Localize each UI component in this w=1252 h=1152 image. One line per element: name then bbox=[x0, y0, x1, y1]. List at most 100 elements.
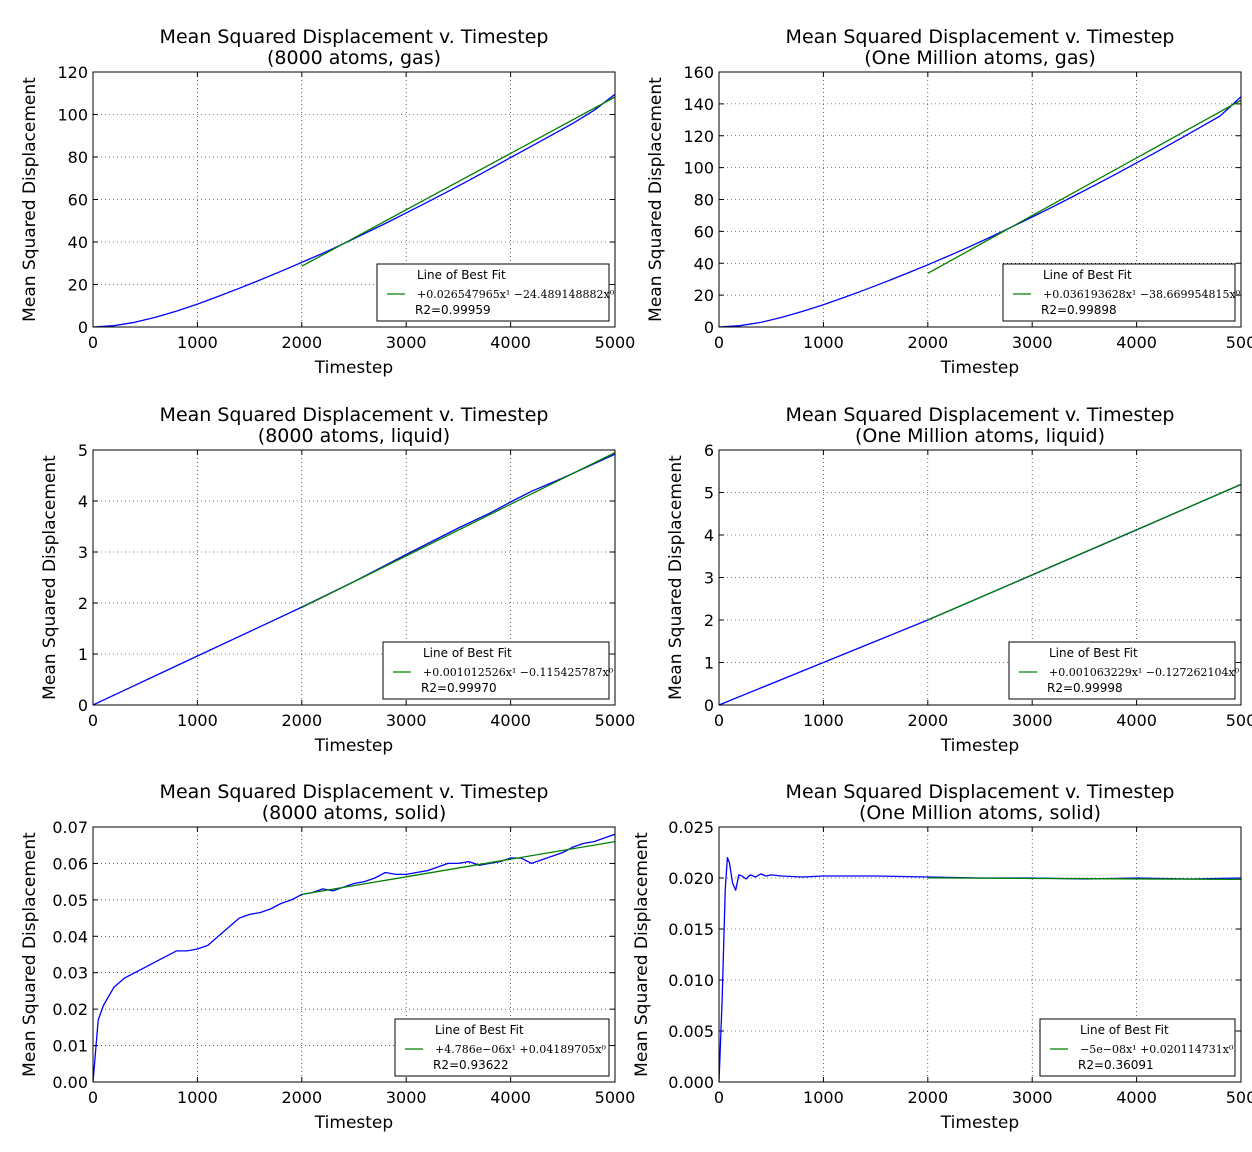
legend-box bbox=[1039, 1018, 1236, 1077]
legend-box bbox=[382, 641, 610, 700]
x-tick-label: 2000 bbox=[281, 711, 322, 730]
y-tick-label: 3 bbox=[78, 543, 88, 562]
y-tick-label: 0.005 bbox=[668, 1022, 714, 1041]
y-tick-label: 0.07 bbox=[52, 818, 88, 837]
axes-frame bbox=[92, 449, 616, 706]
y-tick-label: 20 bbox=[68, 276, 88, 295]
x-tick-label: 1000 bbox=[803, 711, 844, 730]
y-tick-label: 120 bbox=[57, 63, 88, 82]
chart-title: Mean Squared Displacement v. Timestep bbox=[786, 404, 1175, 426]
chart-title: Mean Squared Displacement v. Timestep bbox=[160, 781, 549, 803]
chart-panel-2: 0 1000 2000 3000 4000 50002040608010012014016… bbox=[646, 26, 1252, 378]
y-tick-label: 0 bbox=[704, 318, 714, 337]
x-tick-label: 3000 bbox=[386, 1088, 427, 1107]
x-tick-label: 4000 bbox=[490, 711, 531, 730]
x-tick-label: 1000 bbox=[177, 711, 218, 730]
y-tick-label: 0.02 bbox=[52, 1000, 88, 1019]
legend-r2: R2=0.99959 bbox=[415, 303, 491, 317]
chart-panel-1: 0 1000 2000 3000 4000 5000 0 20 40 60 80 100 120 Mean… bbox=[20, 26, 635, 378]
chart-subtitle: (One Million atoms, gas) bbox=[864, 47, 1096, 69]
legend-r2: R2=0.36091 bbox=[1078, 1058, 1154, 1072]
y-axis-label: Mean Squared Displacement bbox=[646, 77, 666, 322]
x-tick-label: 0 bbox=[88, 333, 98, 352]
x-tick-label: 1000 bbox=[803, 333, 844, 352]
legend-title: Line of Best Fit bbox=[1049, 646, 1138, 660]
y-axis-label: Mean Squared Displacement bbox=[632, 832, 652, 1077]
legend: Line of Best Fit −5e−08x¹ +0.020114731x⁰ R… bbox=[1039, 1018, 1236, 1077]
legend: Line of Best Fit +0.001012526x¹ −0.115425… bbox=[382, 641, 614, 700]
y-tick-label: 5 bbox=[78, 441, 88, 460]
y-tick-label: 1 bbox=[78, 645, 88, 664]
chart-subtitle: (One Million atoms, liquid) bbox=[855, 425, 1105, 447]
x-tick-label: 0 bbox=[714, 1088, 724, 1107]
axes-frame bbox=[718, 71, 1242, 328]
y-tick-label: 2 bbox=[704, 611, 714, 630]
y-tick-label: 0.05 bbox=[52, 891, 88, 910]
series-group bbox=[719, 96, 1241, 327]
y-tick-label: 6 bbox=[704, 441, 714, 460]
best-fit-line bbox=[927, 483, 1241, 621]
x-tick-label: 2000 bbox=[281, 333, 322, 352]
x-tick-label: 3000 bbox=[1012, 711, 1053, 730]
y-axis-label: Mean Squared Displacement bbox=[666, 455, 686, 700]
x-tick-label: 500 bbox=[1226, 333, 1252, 352]
y-tick-label: 1 bbox=[704, 654, 714, 673]
x-tick-label: 5000 bbox=[595, 333, 636, 352]
y-tick-label: 0 bbox=[704, 696, 714, 715]
y-tick-label: 0.010 bbox=[668, 971, 714, 990]
series-group bbox=[719, 856, 1241, 1082]
x-tick-label: 4000 bbox=[1116, 1088, 1157, 1107]
x-tick-label: 2000 bbox=[907, 333, 948, 352]
best-fit-line bbox=[927, 99, 1241, 274]
series-group bbox=[719, 483, 1241, 705]
x-tick-label: 0 bbox=[88, 711, 98, 730]
y-tick-label: 0.01 bbox=[52, 1037, 88, 1056]
axes-frame bbox=[92, 71, 616, 328]
legend-title: Line of Best Fit bbox=[1043, 268, 1132, 282]
legend: Line of Best Fit +0.001063229x¹ −0.127262… bbox=[1008, 641, 1240, 700]
x-tick-label: 4000 bbox=[1116, 711, 1157, 730]
x-tick-label: 0 bbox=[88, 1088, 98, 1107]
msd-series-line bbox=[93, 833, 615, 1082]
legend: Line of Best Fit +0.036193628x¹ −38.66995… bbox=[1002, 263, 1241, 322]
chart-title: Mean Squared Displacement v. Timestep bbox=[786, 781, 1175, 803]
y-tick-label: 4 bbox=[78, 492, 88, 511]
legend: Line of Best Fit +4.786e−06x¹ +0.04189705… bbox=[394, 1018, 610, 1077]
best-fit-line bbox=[301, 840, 615, 896]
y-tick-label: 0.03 bbox=[52, 964, 88, 983]
legend-equation: +0.001063229x¹ −0.127262104x⁰ bbox=[1049, 666, 1240, 679]
y-tick-label: 160 bbox=[683, 63, 714, 82]
legend-equation: +4.786e−06x¹ +0.04189705x⁰ bbox=[435, 1043, 606, 1056]
legend-title: Line of Best Fit bbox=[417, 268, 506, 282]
x-tick-label: 3000 bbox=[386, 333, 427, 352]
x-axis-label: Timestep bbox=[940, 736, 1019, 756]
x-axis-label: Timestep bbox=[940, 358, 1019, 378]
x-axis-label: Timestep bbox=[314, 358, 393, 378]
y-axis-label: Mean Squared Displacement bbox=[20, 832, 40, 1077]
series-group bbox=[93, 93, 615, 327]
x-axis-label: Timestep bbox=[314, 736, 393, 756]
legend-equation: +0.026547965x¹ −24.489148882x⁰ bbox=[417, 288, 615, 301]
x-tick-label: 500 bbox=[1226, 711, 1252, 730]
series-group bbox=[93, 833, 615, 1082]
x-axis-label: Timestep bbox=[314, 1113, 393, 1133]
msd-series-line bbox=[93, 453, 615, 705]
y-tick-label: 40 bbox=[694, 254, 714, 273]
y-tick-label: 100 bbox=[57, 106, 88, 125]
y-tick-label: 5 bbox=[704, 484, 714, 503]
y-tick-label: 100 bbox=[683, 159, 714, 178]
best-fit-line bbox=[301, 452, 615, 609]
y-tick-label: 0.00 bbox=[52, 1073, 88, 1092]
x-tick-label: 0 bbox=[714, 333, 724, 352]
x-tick-label: 2000 bbox=[907, 1088, 948, 1107]
legend-box bbox=[394, 1018, 610, 1077]
legend-box bbox=[376, 263, 610, 322]
y-tick-label: 60 bbox=[68, 191, 88, 210]
legend: Line of Best Fit +0.026547965x¹ −24.48914… bbox=[376, 263, 615, 322]
y-axis-label: Mean Squared Displacement bbox=[20, 77, 40, 322]
y-axis-label: Mean Squared Displacement bbox=[40, 455, 60, 700]
x-tick-label: 2000 bbox=[907, 711, 948, 730]
chart-title: Mean Squared Displacement v. Timestep bbox=[160, 404, 549, 426]
